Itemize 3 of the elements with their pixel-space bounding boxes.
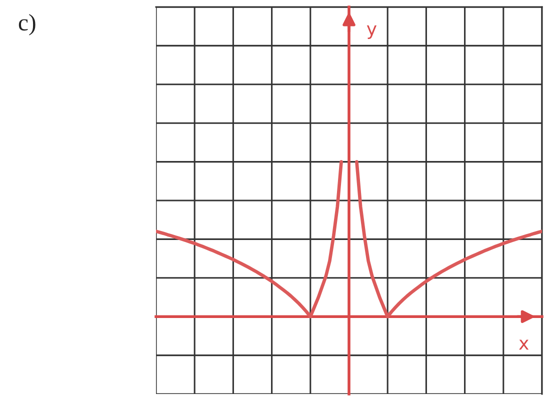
- chart-title: c): [18, 14, 36, 36]
- x-axis-title: x: [519, 340, 529, 350]
- text: y: [366, 25, 377, 39]
